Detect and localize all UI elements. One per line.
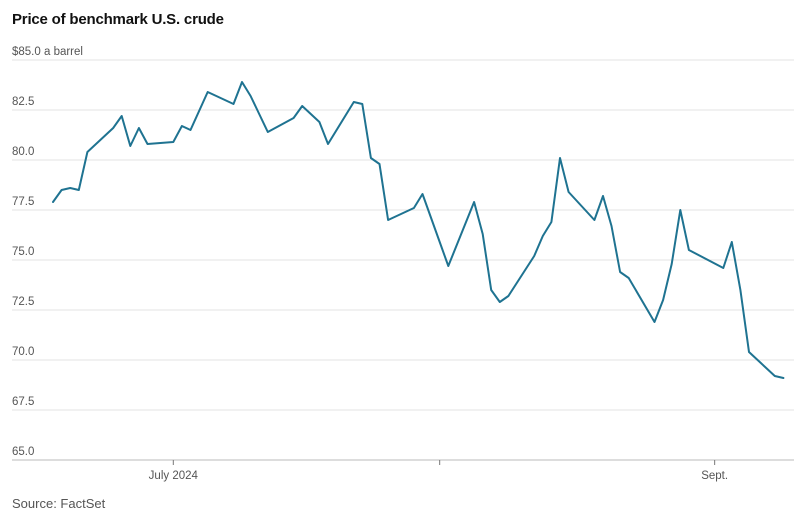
y-tick-label: $85.0 a barrel bbox=[12, 46, 83, 58]
y-tick-label: 65.0 bbox=[12, 446, 34, 458]
chart-title: Price of benchmark U.S. crude bbox=[12, 11, 224, 28]
source-note: Source: FactSet bbox=[12, 496, 106, 511]
y-tick-label: 70.0 bbox=[12, 346, 34, 358]
y-tick-label: 67.5 bbox=[12, 396, 34, 408]
price-series-line bbox=[52, 81, 785, 379]
y-tick-label: 75.0 bbox=[12, 246, 34, 258]
y-tick-label: 80.0 bbox=[12, 146, 34, 158]
y-tick-label: 72.5 bbox=[12, 296, 34, 308]
x-tick-label: July 2024 bbox=[149, 470, 199, 482]
line-chart: 65.0 67.5 70.0 72.5 75.0 77.5 80.0 82.5 $85.0 a … bbox=[12, 46, 794, 482]
y-tick-label: 82.5 bbox=[12, 96, 34, 108]
x-tick-label: Sept. bbox=[701, 470, 728, 482]
y-tick-label: 77.5 bbox=[12, 196, 34, 208]
